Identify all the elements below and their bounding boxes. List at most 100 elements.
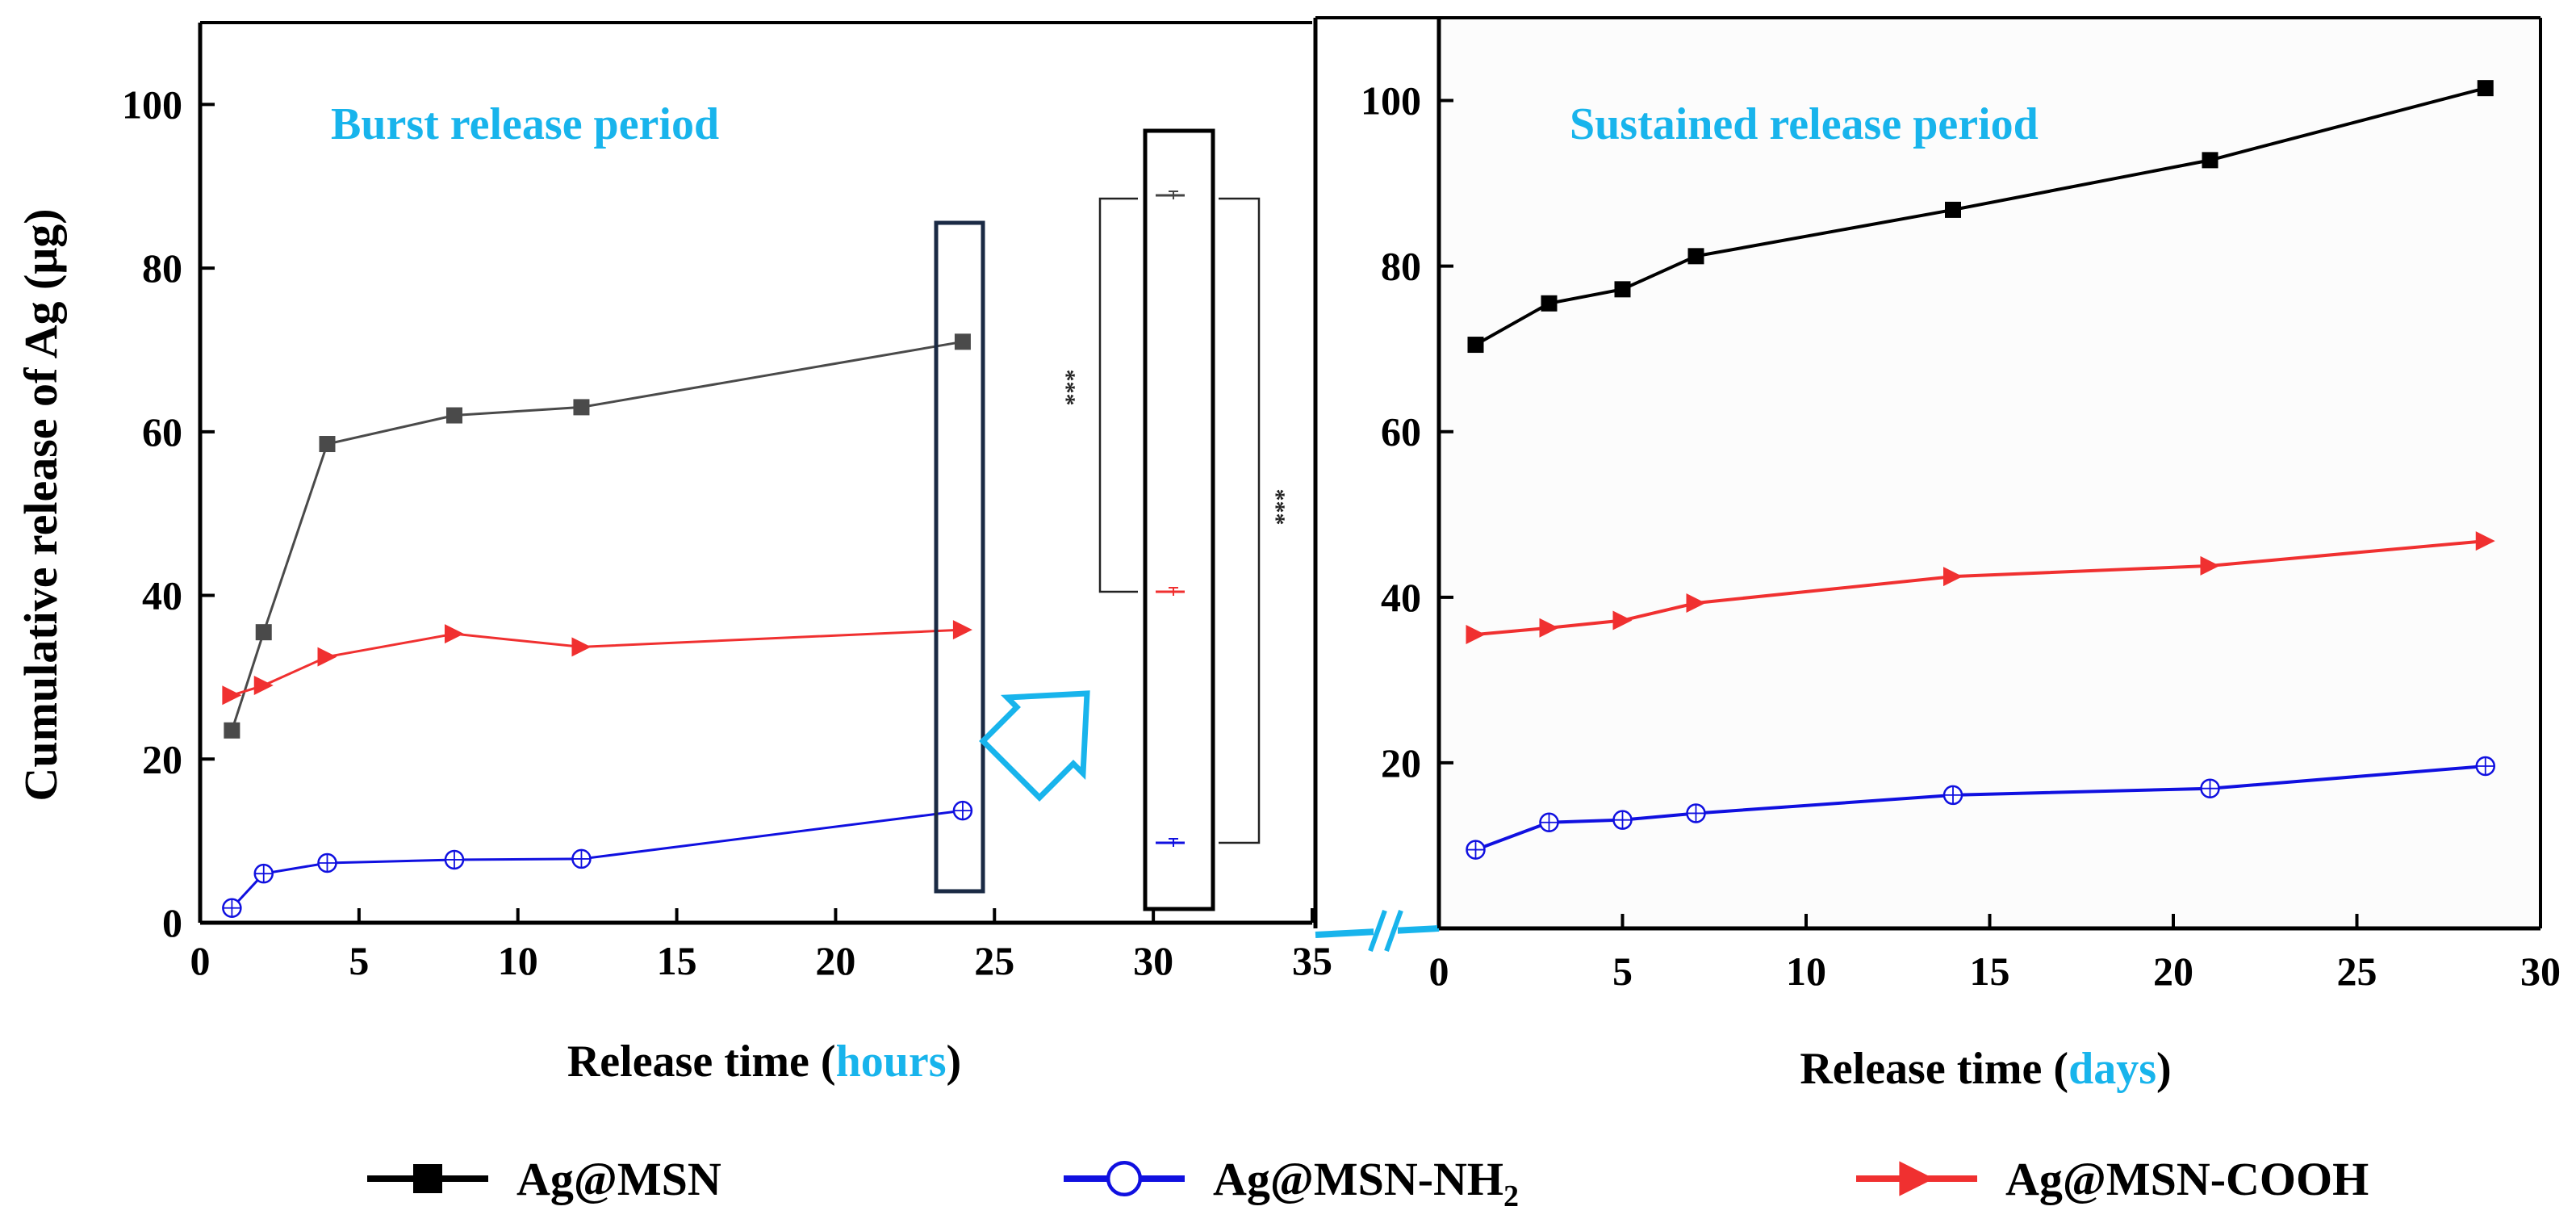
point-nh2 [222,898,242,919]
point-ag_msn [319,436,336,453]
axis-break-slash-1 [1368,909,1387,953]
x-tick-label: 5 [1612,949,1633,994]
legend-marker-cooh [1899,1161,1934,1196]
axis-break-slash-2 [1384,909,1403,953]
x-tick-label: 30 [2520,949,2561,994]
point-cooh [1539,618,1559,638]
point-nh2 [444,849,465,870]
point-cooh [1612,610,1633,630]
y-tick-label: 80 [142,245,182,291]
point-nh2 [1612,810,1633,830]
x-axis-label-unit: days [2068,1044,2156,1094]
point-cooh [1686,593,1706,613]
point-nh2 [253,863,274,884]
x-axis-label-suffix: ) [947,1037,962,1087]
chart-title: Burst release period [331,99,719,149]
x-tick-label: 5 [349,938,369,983]
point-nh2 [1686,803,1706,823]
legend-item-ag_msn: Ag@MSN [367,1153,721,1205]
x-axis-label: Release time (hours) [567,1037,961,1087]
y-tick-label: 80 [1381,244,1421,289]
x-tick-label: 10 [1786,949,1826,994]
point-cooh [2200,555,2220,576]
legend-label-text: Ag@MSN-COOH [2005,1153,2369,1205]
point-nh2 [2200,778,2220,798]
point-ag_msn [1945,201,1961,218]
legend-label-text: Ag@MSN [516,1153,721,1205]
x-tick-label: 0 [1429,949,1449,994]
legend: Ag@MSN Ag@MSN-NH2 Ag@MSN-COOH [367,1153,2369,1213]
legend-marker-nh2 [1106,1160,1143,1197]
x-tick-label: 25 [974,938,1014,983]
legend-item-nh2: Ag@MSN-NH2 [1064,1153,1519,1213]
point-ag_msn [1687,248,1704,265]
point-nh2 [1539,812,1559,832]
y-tick-label: 60 [142,409,182,455]
point-ag_msn [573,399,590,416]
legend-label-nh2: Ag@MSN-NH2 [1213,1153,1519,1213]
burst-release-chart: 0 5 10 15 20 25 30 35 0 20 40 60 80 100 Burst release … [15,21,1332,1087]
point-ag_msn [2477,80,2494,97]
x-tick-label: 35 [1292,938,1332,983]
x-axis-label-prefix: Release time ( [567,1037,836,1087]
legend-marker-ag_msn [413,1164,442,1193]
series-line-nh2 [231,809,964,909]
point-nh2 [571,848,592,869]
point-ag_msn [224,722,240,739]
x-tick-label: 30 [1133,938,1173,983]
point-cooh [2475,531,2495,551]
x-tick-label: 25 [2337,949,2377,994]
point-cooh [571,637,592,657]
legend-label-subscript: 2 [1503,1179,1519,1213]
y-tick-label: 60 [1381,409,1421,455]
point-cooh [444,624,464,644]
point-cooh [317,647,337,667]
point-nh2 [1942,785,1963,806]
chart-title: Sustained release period [1570,99,2039,149]
y-tick-label: 20 [142,736,182,781]
y-tick-label: 40 [1381,575,1421,620]
point-ag_msn [954,333,971,350]
x-axis-label-unit: hours [836,1037,947,1087]
significance-bracket-2 [1219,197,1261,844]
series-line-cooh [231,628,963,697]
point-nh2 [2475,756,2495,777]
legend-label-ag_msn: Ag@MSN [516,1153,721,1205]
point-cooh [1943,567,1963,587]
point-cooh [222,685,242,706]
x-tick-label: 0 [190,938,211,983]
y-axis-label: Cumulative release of Ag (μg) [15,208,67,801]
legend-marker-nh2-ring [1106,1160,1143,1197]
sustained-release-chart: 0 5 10 15 20 25 30 20 40 60 80 100 Sustained release… [1313,16,2561,1094]
x-tick-label: 20 [815,938,855,983]
x-axis-label: Release time (days) [1800,1044,2171,1094]
y-tick-label: 100 [1361,78,1421,124]
significance-label-2: *** [1270,489,1297,526]
y-tick-label: 20 [1381,740,1421,785]
y-tick-label: 0 [162,900,182,945]
zoom-arrow-icon [979,690,1090,802]
x-tick-label: 10 [498,938,538,983]
point-ag_msn [1541,295,1558,312]
y-tick-label: 100 [122,82,182,127]
point-ag_msn [1467,337,1484,354]
x-tick-label: 15 [657,938,697,983]
point-cooh [1466,624,1486,644]
plot-background [1439,18,2540,928]
legend-label-cooh: Ag@MSN-COOH [2005,1153,2369,1205]
x-tick-label: 15 [1970,949,2010,994]
x-axis-label-prefix: Release time ( [1800,1044,2068,1094]
legend-item-cooh: Ag@MSN-COOH [1856,1153,2369,1205]
point-ag_msn [255,624,272,641]
x-tick-label: 20 [2153,949,2193,994]
point-nh2 [952,800,973,821]
y-tick-label: 40 [142,573,182,618]
point-nh2 [1466,840,1486,860]
legend-label-text: Ag@MSN-NH [1213,1153,1503,1205]
x-axis-label-suffix: ) [2156,1044,2172,1094]
point-cooh [253,676,274,696]
highlight-box [934,220,985,894]
series-line-ag_msn [230,340,964,731]
point-ag_msn [445,407,462,424]
